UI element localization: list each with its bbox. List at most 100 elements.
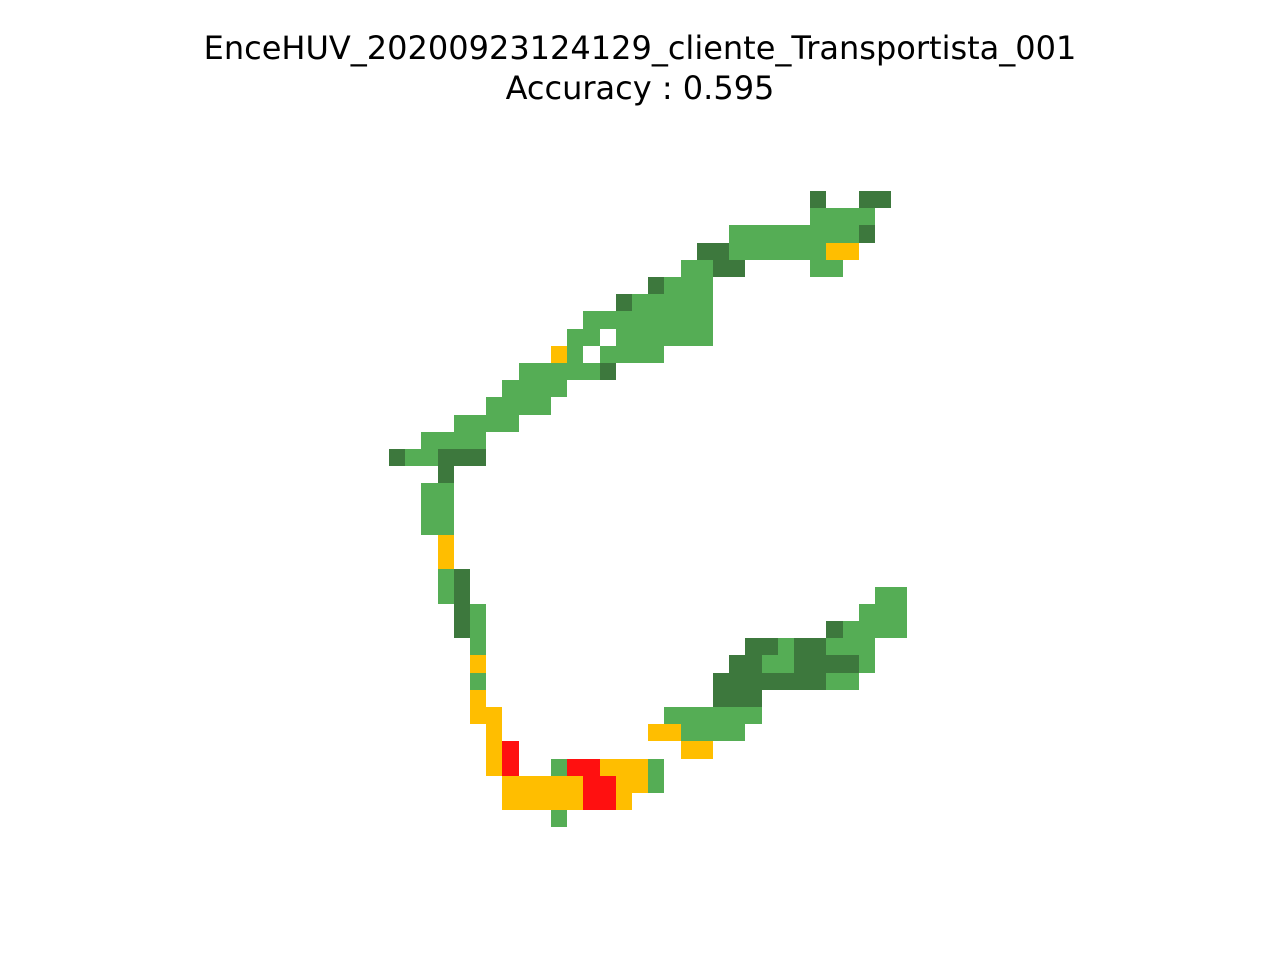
cell-green (454, 415, 470, 432)
cell-yellow (697, 741, 713, 759)
cell-green (729, 724, 745, 741)
cell-dark-green (859, 191, 875, 208)
cell-dark-green (454, 587, 470, 604)
cell-dark-green (794, 638, 810, 655)
cell-green (502, 397, 519, 415)
cell-green (729, 707, 745, 724)
cell-yellow (519, 776, 535, 793)
cell-green (486, 415, 502, 432)
cell-green (551, 380, 567, 397)
cell-green (421, 449, 438, 466)
cell-green (600, 346, 616, 363)
cell-green (891, 621, 907, 638)
cell-yellow (551, 346, 567, 363)
cell-green (438, 569, 454, 587)
cell-dark-green (778, 673, 794, 690)
cell-green (826, 673, 843, 690)
cell-green (778, 655, 794, 673)
cell-green (778, 243, 794, 260)
cell-red (583, 793, 600, 810)
cell-dark-green (826, 655, 843, 673)
cell-dark-green (810, 673, 826, 690)
cell-yellow (664, 724, 681, 741)
chart-title: EnceHUV_20200923124129_cliente_Transport… (203, 29, 1077, 67)
cell-green (438, 483, 454, 501)
cell-yellow (486, 741, 502, 759)
cell-green (681, 707, 697, 724)
cell-dark-green (859, 225, 875, 243)
cell-green (470, 432, 486, 449)
cell-green (648, 294, 664, 311)
cell-green (697, 294, 713, 311)
cell-green (778, 225, 794, 243)
cell-green (519, 380, 535, 397)
cell-green (648, 346, 664, 363)
cell-green (859, 638, 875, 655)
cell-green (664, 311, 681, 329)
cell-green (421, 518, 438, 535)
cell-green (648, 776, 664, 793)
cell-green (421, 501, 438, 518)
cell-dark-green (810, 655, 826, 673)
cell-dark-green (713, 673, 729, 690)
cell-green (745, 707, 762, 724)
cell-dark-green (713, 690, 729, 707)
cell-green (421, 432, 438, 449)
cell-green (535, 363, 551, 380)
cell-green (616, 329, 632, 346)
cell-green (567, 329, 583, 346)
cell-yellow (486, 759, 502, 776)
cell-green (859, 208, 875, 225)
cell-green (405, 449, 421, 466)
cell-green (438, 501, 454, 518)
cell-green (697, 311, 713, 329)
cell-dark-green (713, 243, 729, 260)
cell-green (745, 243, 762, 260)
cell-dark-green (794, 655, 810, 673)
cell-green (648, 311, 664, 329)
cell-dark-green (810, 638, 826, 655)
cell-dark-green (454, 604, 470, 621)
cell-green (778, 638, 794, 655)
cell-green (519, 363, 535, 380)
cell-green (891, 587, 907, 604)
cell-green (648, 329, 664, 346)
cell-yellow (519, 793, 535, 810)
cell-yellow (551, 776, 567, 793)
cell-dark-green (648, 277, 664, 294)
cell-green (648, 759, 664, 776)
cell-green (826, 638, 843, 655)
cell-green (583, 363, 600, 380)
cell-yellow (502, 793, 519, 810)
cell-dark-green (616, 294, 632, 311)
cell-green (697, 329, 713, 346)
cell-green (535, 397, 551, 415)
cell-dark-green (713, 260, 729, 277)
cell-yellow (567, 776, 583, 793)
cell-red (583, 759, 600, 776)
cell-yellow (600, 759, 616, 776)
cell-green (551, 810, 567, 827)
cell-red (600, 776, 616, 793)
cell-green (632, 311, 648, 329)
cell-dark-green (438, 449, 454, 466)
cell-green (664, 329, 681, 346)
cell-yellow (535, 793, 551, 810)
cell-green (697, 260, 713, 277)
cell-green (697, 707, 713, 724)
cell-yellow (648, 724, 664, 741)
cell-green (843, 208, 859, 225)
cell-green (664, 294, 681, 311)
cell-green (632, 294, 648, 311)
cell-green (729, 243, 745, 260)
cell-green (664, 707, 681, 724)
cell-dark-green (600, 363, 616, 380)
cell-green (729, 225, 745, 243)
cell-dark-green (729, 655, 745, 673)
cell-dark-green (762, 638, 778, 655)
cell-dark-green (745, 690, 762, 707)
cell-green (810, 260, 826, 277)
cell-green (470, 673, 486, 690)
cell-dark-green (697, 243, 713, 260)
